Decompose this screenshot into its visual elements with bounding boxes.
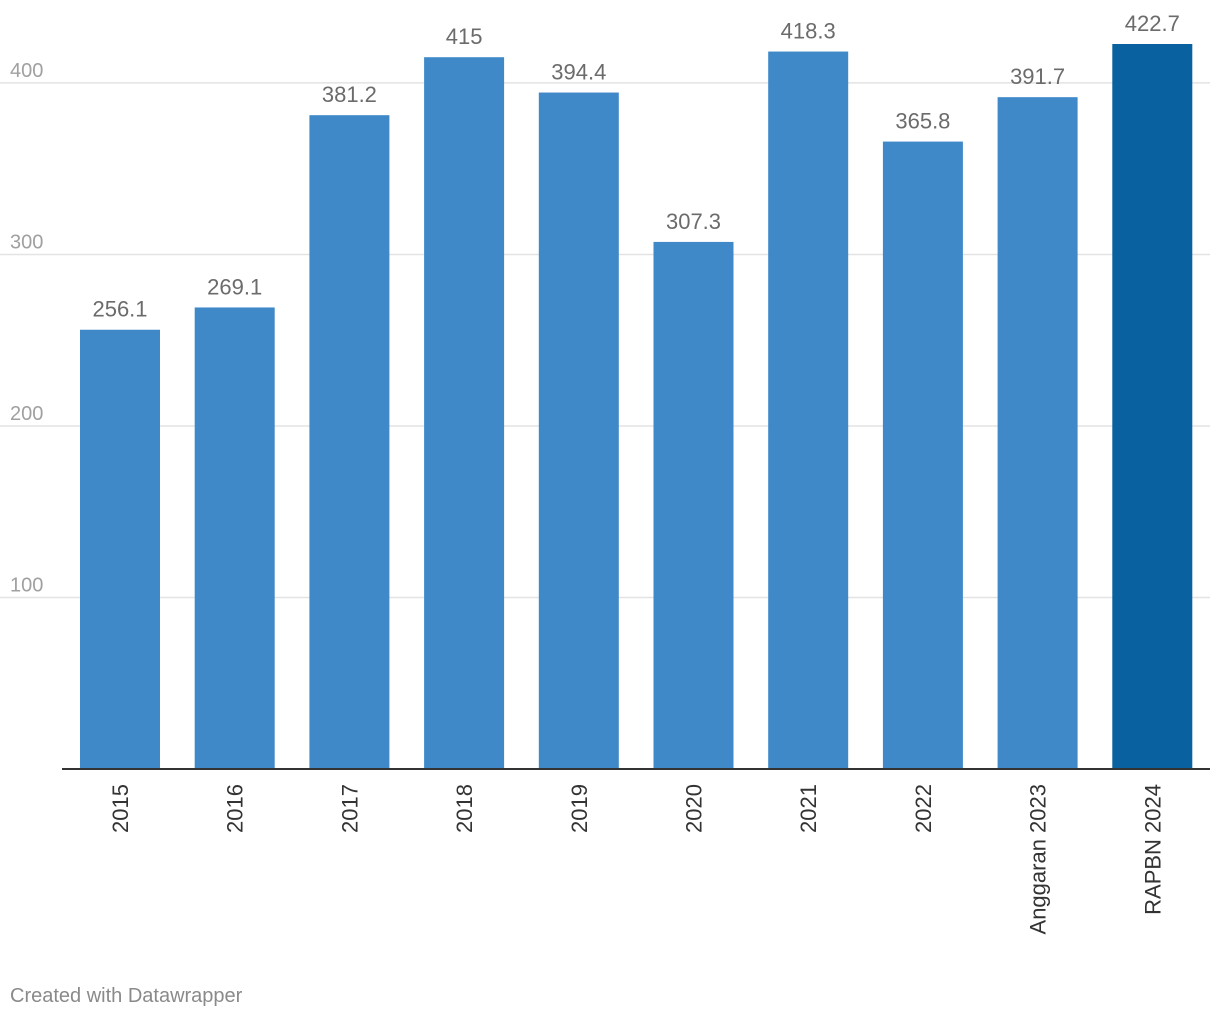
bar-2018 [424,57,505,769]
bar-2016 [194,307,275,769]
bar-2022 [882,141,963,770]
bar-2021 [768,51,849,769]
value-labels: 256.1 269.1 381.2 415 394.4 307.3 418.3 365.8 39… [92,11,1179,322]
x-tick-label: 2019 [567,784,592,833]
x-tick-label: 2022 [911,784,936,833]
y-tick-label-300: 300 [10,231,43,253]
x-tick-label: 2021 [796,784,821,833]
value-label: 418.3 [781,19,836,44]
value-label: 256.1 [92,297,147,322]
value-label: 381.2 [322,82,377,107]
y-axis-ticks: 100 200 300 400 [10,60,43,597]
x-tick-label: 2016 [223,784,248,833]
credit-text: Created with Datawrapper [10,985,243,1007]
value-label: 394.4 [551,60,606,85]
value-label: 422.7 [1125,11,1180,36]
x-tick-label: 2020 [682,784,707,833]
bar-2015 [80,329,160,769]
value-label: 415 [446,24,483,49]
x-axis-labels: 2015 2016 2017 2018 2019 2020 2021 2022 Anggaran… [108,784,1165,934]
value-label: 307.3 [666,209,721,234]
value-label: 365.8 [895,109,950,134]
y-tick-label-200: 200 [10,403,43,425]
x-tick-label: 2017 [337,784,362,833]
value-label: 391.7 [1010,64,1065,89]
x-tick-label: 2018 [452,784,477,833]
x-tick-label: Anggaran 2023 [1026,784,1051,934]
bar-anggaran-2023 [997,97,1078,769]
bar-2020 [653,241,734,769]
x-tick-label: RAPBN 2024 [1140,784,1165,915]
bar-rapbn-2024 [1112,44,1193,769]
value-label: 269.1 [207,274,262,299]
y-tick-label-400: 400 [10,60,43,82]
bar-2017 [309,115,390,769]
bars [80,44,1193,770]
y-tick-label-100: 100 [10,574,43,596]
bar-2019 [538,92,619,769]
x-tick-label: 2015 [108,784,133,833]
